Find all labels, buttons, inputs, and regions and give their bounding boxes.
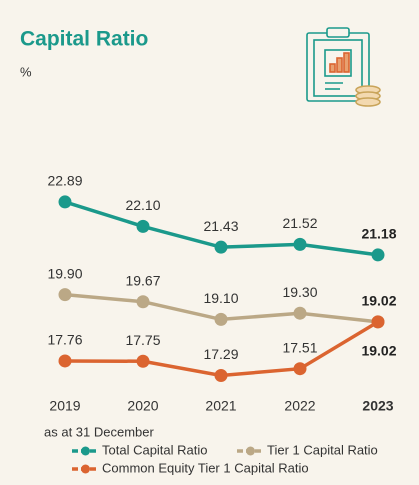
data-label: 19.02 [361,343,396,359]
data-point [136,354,150,368]
data-point [371,248,385,262]
legend-label: Common Equity Tier 1 Capital Ratio [102,460,309,475]
legend-label: Total Capital Ratio [102,442,208,457]
data-label: 17.29 [203,346,238,362]
data-label: 21.18 [361,226,396,242]
data-label: 19.67 [125,272,160,288]
unit-label: % [20,64,32,79]
legend-label: Tier 1 Capital Ratio [267,442,378,457]
data-label: 21.52 [282,215,317,231]
data-label: 19.10 [203,290,238,306]
data-point [136,295,150,309]
data-point [293,237,307,251]
legend-swatch-dot [81,446,90,456]
chart-title: Capital Ratio [20,28,148,51]
x-tick-label: 2020 [127,398,158,414]
data-label: 22.10 [125,197,160,213]
x-tick-label: 2022 [284,398,315,414]
x-tick-label: 2021 [205,398,236,414]
data-point [136,219,150,233]
data-point [214,240,228,254]
data-label: 17.76 [47,332,82,348]
data-label: 21.43 [203,218,238,234]
note: as at 31 December [44,424,155,439]
data-label: 19.90 [47,265,82,281]
data-point [58,354,72,368]
x-tick-label: 2023 [362,398,393,414]
data-point [214,369,228,383]
data-point [371,315,385,329]
data-label: 17.51 [282,339,317,355]
legend-swatch-dot [246,446,255,456]
report-icon [306,27,381,107]
data-label: 17.75 [125,332,160,348]
data-point [58,288,72,302]
x-tick-label: 2019 [49,398,80,414]
data-label: 19.30 [282,284,317,300]
data-point [58,195,72,209]
data-label: 22.89 [47,173,82,189]
data-point [293,306,307,320]
data-label: 19.02 [361,293,396,309]
data-point [293,362,307,376]
data-point [214,312,228,326]
legend-swatch-dot [81,464,90,474]
